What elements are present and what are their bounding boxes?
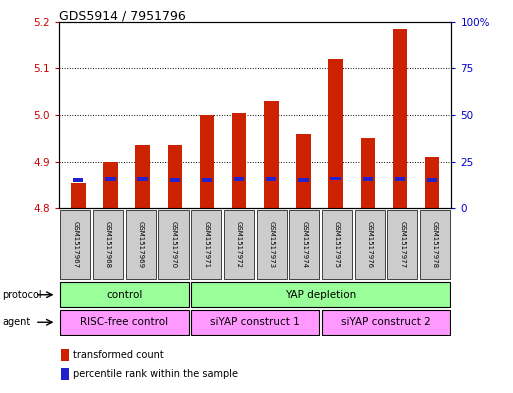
Bar: [266, 177, 277, 181]
Bar: [234, 178, 244, 181]
Bar: [322, 310, 450, 334]
Bar: [425, 157, 439, 208]
Bar: [363, 178, 373, 181]
Bar: [61, 211, 90, 279]
Text: GSM1517977: GSM1517977: [400, 221, 405, 268]
Bar: [191, 310, 319, 334]
Bar: [224, 211, 254, 279]
Bar: [170, 178, 180, 182]
Text: YAP depletion: YAP depletion: [285, 290, 356, 300]
Text: GSM1517971: GSM1517971: [203, 221, 209, 268]
Text: GSM1517967: GSM1517967: [72, 221, 78, 268]
Bar: [168, 145, 182, 208]
Text: GSM1517975: GSM1517975: [334, 221, 340, 268]
Bar: [395, 178, 405, 181]
Bar: [322, 211, 352, 279]
Bar: [200, 115, 214, 208]
Bar: [135, 145, 150, 208]
Bar: [61, 349, 69, 361]
Text: GSM1517970: GSM1517970: [170, 221, 176, 268]
Text: siYAP construct 1: siYAP construct 1: [210, 317, 300, 327]
Text: GSM1517969: GSM1517969: [138, 221, 144, 268]
Bar: [191, 282, 450, 307]
Text: GSM1517973: GSM1517973: [269, 221, 274, 268]
Bar: [289, 211, 319, 279]
Bar: [299, 178, 309, 182]
Bar: [202, 178, 212, 182]
Bar: [191, 211, 221, 279]
Bar: [61, 368, 69, 380]
Bar: [232, 113, 246, 208]
Bar: [427, 178, 437, 182]
Bar: [71, 183, 86, 208]
Bar: [159, 211, 188, 279]
Bar: [361, 138, 375, 208]
Text: siYAP construct 2: siYAP construct 2: [341, 317, 431, 327]
Bar: [330, 176, 341, 180]
Bar: [296, 134, 311, 208]
Text: protocol: protocol: [3, 290, 42, 300]
Bar: [93, 211, 123, 279]
Bar: [61, 310, 188, 334]
Text: GSM1517968: GSM1517968: [105, 221, 111, 268]
Text: percentile rank within the sample: percentile rank within the sample: [73, 369, 238, 379]
Text: GSM1517978: GSM1517978: [432, 221, 438, 268]
Text: GDS5914 / 7951796: GDS5914 / 7951796: [59, 10, 186, 23]
Text: control: control: [106, 290, 143, 300]
Bar: [73, 178, 84, 182]
Bar: [105, 178, 115, 181]
Text: GSM1517974: GSM1517974: [301, 221, 307, 268]
Text: GSM1517972: GSM1517972: [236, 221, 242, 268]
Bar: [264, 101, 279, 208]
Text: transformed count: transformed count: [73, 350, 164, 360]
Bar: [256, 211, 287, 279]
Bar: [328, 59, 343, 208]
Bar: [387, 211, 418, 279]
Text: GSM1517976: GSM1517976: [367, 221, 372, 268]
Bar: [126, 211, 156, 279]
Text: agent: agent: [3, 317, 31, 327]
Bar: [393, 29, 407, 208]
Bar: [354, 211, 385, 279]
Bar: [61, 282, 188, 307]
Bar: [420, 211, 450, 279]
Text: RISC-free control: RISC-free control: [81, 317, 168, 327]
Bar: [103, 162, 117, 208]
Bar: [137, 178, 148, 181]
